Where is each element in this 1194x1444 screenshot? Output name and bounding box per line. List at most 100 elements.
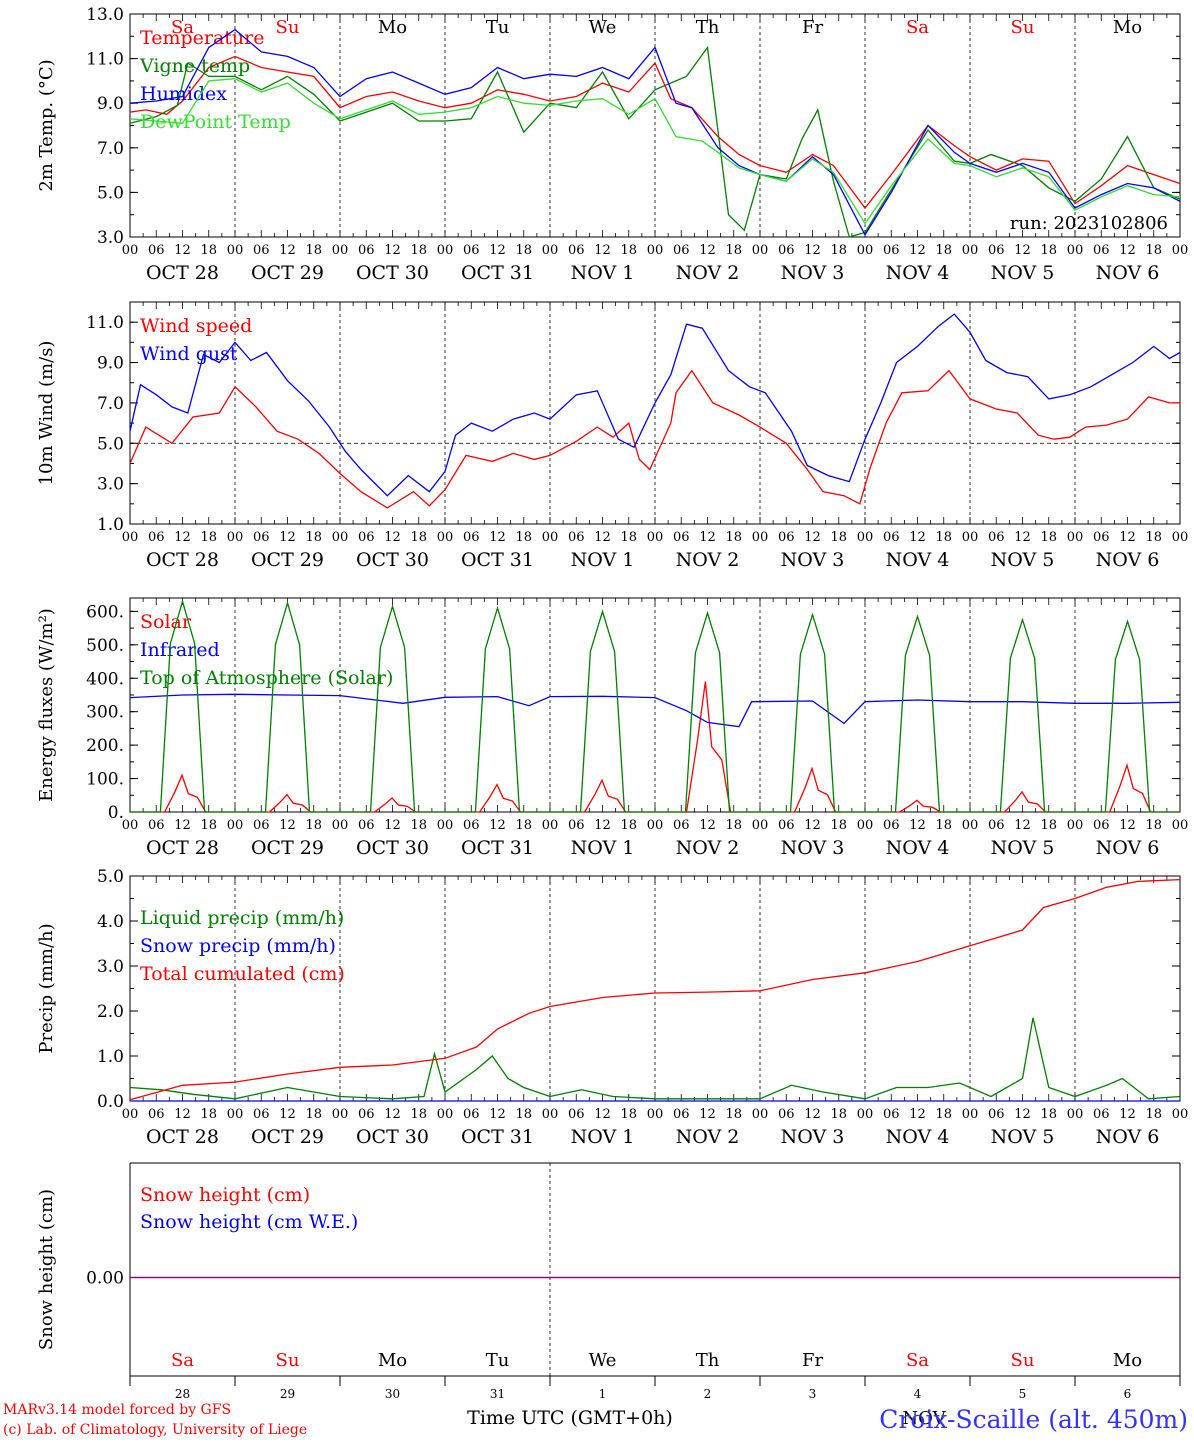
x-axis-title: Time UTC (GMT+0h) <box>467 1407 673 1429</box>
day-name-label: Su <box>276 1350 300 1371</box>
y-tick-label: 3.0 <box>97 957 124 977</box>
hour-tick-label: 00 <box>542 818 559 833</box>
lab-credit: (c) Lab. of Climatology, University of L… <box>3 1422 307 1438</box>
day-name-label: Sa <box>906 1350 929 1371</box>
hour-tick-label: 18 <box>1145 818 1162 833</box>
day-number-label: 1 <box>599 1387 607 1401</box>
day-number-label: 4 <box>914 1387 922 1401</box>
hour-tick-label: 18 <box>200 243 217 258</box>
day-number-label: 31 <box>490 1387 505 1401</box>
day-name-label: Th <box>696 17 720 38</box>
hour-tick-label: 18 <box>200 818 217 833</box>
series-line-2 <box>129 28 1181 237</box>
y-tick-label: 3.0 <box>97 475 124 495</box>
hour-tick-label: 18 <box>515 243 532 258</box>
day-number-label: 28 <box>175 1387 190 1401</box>
hour-tick-label: 00 <box>752 243 769 258</box>
date-label: OCT 28 <box>146 549 219 571</box>
hour-tick-label: 12 <box>174 818 191 833</box>
hour-tick-label: 00 <box>122 1107 139 1122</box>
date-label: OCT 29 <box>251 549 324 571</box>
date-label: NOV 2 <box>676 1126 740 1148</box>
hour-tick-label: 12 <box>594 530 611 545</box>
day-name-label: We <box>589 17 617 38</box>
hour-tick-label: 00 <box>227 243 244 258</box>
hour-tick-label: 12 <box>1014 530 1031 545</box>
day-name-label: Fr <box>802 1350 823 1371</box>
hour-tick-label: 12 <box>909 530 926 545</box>
hour-tick-label: 12 <box>909 243 926 258</box>
hour-tick-label: 18 <box>830 243 847 258</box>
hour-tick-label: 18 <box>305 1107 322 1122</box>
legend-entry: Solar <box>140 611 192 633</box>
hour-tick-label: 00 <box>857 1107 874 1122</box>
hour-tick-label: 00 <box>752 1107 769 1122</box>
hour-tick-label: 00 <box>962 530 979 545</box>
y-tick-label: 100. <box>86 770 124 790</box>
day-name-label: Mo <box>1113 17 1142 38</box>
hour-tick-label: 00 <box>1172 818 1189 833</box>
hour-tick-label: 18 <box>935 530 952 545</box>
hour-tick-label: 06 <box>778 530 795 545</box>
hour-tick-label: 06 <box>463 818 480 833</box>
hour-tick-label: 06 <box>988 530 1005 545</box>
hour-tick-label: 12 <box>489 530 506 545</box>
hour-tick-label: 12 <box>1119 818 1136 833</box>
date-label: NOV 6 <box>1096 549 1160 571</box>
date-label: OCT 29 <box>251 837 324 859</box>
day-number-label: 29 <box>280 1387 295 1401</box>
y-tick-label: 600. <box>86 602 124 622</box>
day-name-label: Sa <box>171 17 194 38</box>
hour-tick-label: 00 <box>437 818 454 833</box>
date-label: NOV 3 <box>781 262 845 284</box>
hour-tick-label: 12 <box>1119 243 1136 258</box>
hour-tick-label: 00 <box>1172 530 1189 545</box>
hour-tick-label: 18 <box>620 1107 637 1122</box>
date-label: NOV 5 <box>991 837 1055 859</box>
series-line-0 <box>129 1017 1181 1100</box>
y-tick-label: 7.0 <box>97 394 124 414</box>
hour-tick-label: 06 <box>988 243 1005 258</box>
y-tick-label: 9.0 <box>97 94 124 114</box>
date-label: NOV 6 <box>1096 262 1160 284</box>
hour-tick-label: 00 <box>647 818 664 833</box>
panel-energy: 0. 100. 200. 300. 400. 500. 600. Energy fluxes … <box>36 597 1189 859</box>
hour-tick-label: 06 <box>568 243 585 258</box>
hour-tick-label: 18 <box>935 243 952 258</box>
legend-entry: Infrared <box>140 639 220 661</box>
hour-tick-label: 12 <box>1014 1107 1031 1122</box>
hour-tick-label: 06 <box>568 1107 585 1122</box>
hour-tick-label: 18 <box>305 243 322 258</box>
hour-tick-label: 12 <box>174 243 191 258</box>
hour-tick-label: 12 <box>279 530 296 545</box>
hour-tick-label: 00 <box>962 243 979 258</box>
y-tick-label: 11.0 <box>86 50 124 70</box>
hour-tick-label: 18 <box>620 530 637 545</box>
panel-precip: 0.0 1.0 2.0 3.0 4.0 5.0 Precip (mm/h) Liquid pr… <box>36 867 1188 1148</box>
day-name-label: Tu <box>486 1350 510 1371</box>
hour-tick-label: 06 <box>883 1107 900 1122</box>
date-label: NOV 2 <box>676 837 740 859</box>
hour-tick-label: 06 <box>463 1107 480 1122</box>
legend-entry: Wind gust <box>140 343 238 365</box>
hour-tick-label: 06 <box>358 1107 375 1122</box>
day-name-label: Tu <box>486 17 510 38</box>
hour-tick-label: 18 <box>830 530 847 545</box>
hour-tick-label: 00 <box>437 530 454 545</box>
day-name-label: Fr <box>802 17 823 38</box>
hour-tick-label: 00 <box>332 1107 349 1122</box>
day-number-label: 3 <box>809 1387 817 1401</box>
hour-tick-label: 00 <box>962 1107 979 1122</box>
hour-tick-label: 18 <box>1040 530 1057 545</box>
hour-tick-label: 12 <box>1119 530 1136 545</box>
hour-tick-label: 12 <box>594 818 611 833</box>
hour-tick-label: 12 <box>1119 1107 1136 1122</box>
hour-tick-label: 12 <box>279 243 296 258</box>
hour-tick-label: 06 <box>673 818 690 833</box>
hour-tick-label: 18 <box>410 818 427 833</box>
hour-tick-label: 06 <box>463 530 480 545</box>
hour-tick-label: 00 <box>857 530 874 545</box>
hour-tick-label: 00 <box>122 243 139 258</box>
